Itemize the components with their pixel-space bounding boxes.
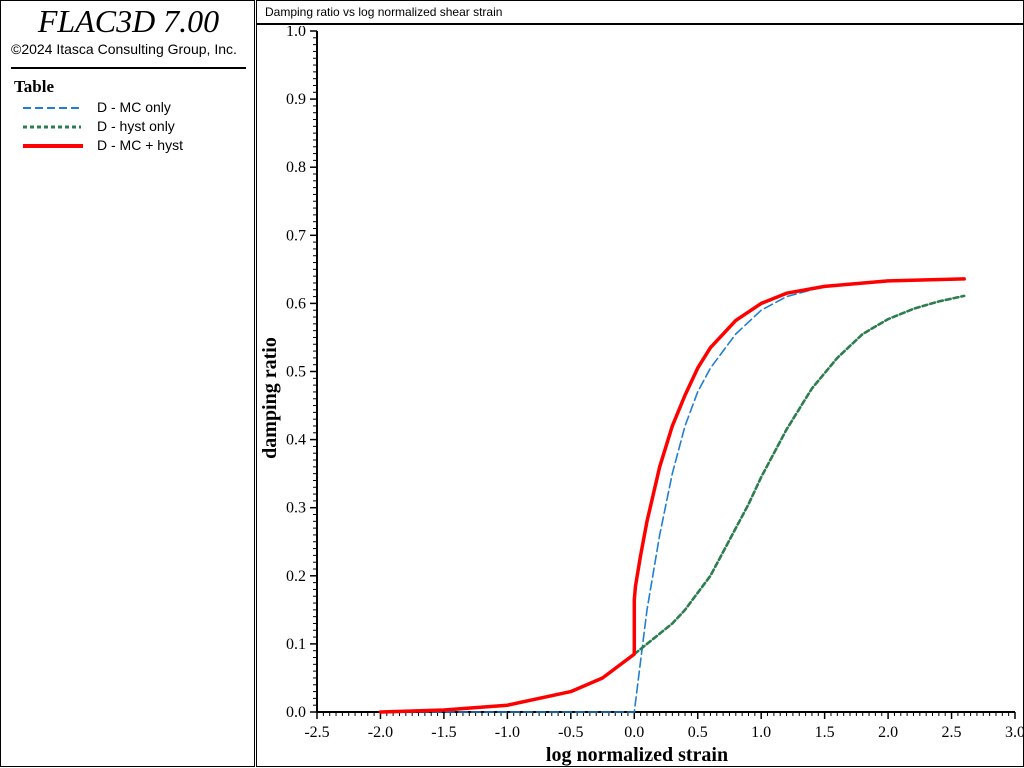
- y-tick-label: 0.6: [286, 295, 306, 312]
- legend-swatch-mc-only: [23, 107, 81, 109]
- y-axis-label: damping ratio: [259, 337, 281, 459]
- x-axis-label: log normalized strain: [546, 744, 728, 766]
- y-tick-label: 0.2: [286, 568, 306, 585]
- y-tick-label: 1.0: [286, 26, 306, 40]
- x-tick-label: 0.5: [688, 724, 708, 741]
- x-tick-label: -1.0: [495, 724, 520, 741]
- axes: 0.0 0.1 0.2 0.3 0.4 0.5 0.6 0.7 0.8 0.9 1.0 -2.5 -2.…: [286, 26, 1023, 741]
- x-tick-label: 0.0: [624, 724, 644, 741]
- y-tick-label: 0.9: [286, 91, 306, 108]
- x-tick-label: 1.5: [815, 724, 835, 741]
- series-line-0: [379, 278, 966, 713]
- x-tick-label: -2.5: [304, 724, 329, 741]
- legend-label: D - MC + hyst: [97, 137, 183, 153]
- series-line-1: [632, 294, 966, 656]
- legend-swatch-hyst-only: [23, 125, 81, 129]
- legend-label: D - hyst only: [97, 118, 175, 134]
- x-tick-label: -0.5: [558, 724, 583, 741]
- x-tick-label: -1.5: [431, 724, 456, 741]
- x-tick-label: -2.0: [368, 724, 393, 741]
- x-tick-label: 3.0: [1005, 724, 1023, 741]
- chart-title: Damping ratio vs log normalized shear st…: [265, 5, 503, 19]
- x-tick-label: 2.5: [942, 724, 962, 741]
- y-tick-label: 0.1: [286, 636, 306, 653]
- line-chart: 0.0 0.1 0.2 0.3 0.4 0.5 0.6 0.7 0.8 0.9 1.0 -2.5 -2.…: [259, 26, 1023, 766]
- app-title: FLAC3D 7.00: [37, 3, 220, 39]
- divider: [11, 67, 246, 69]
- x-tick-label: 1.0: [751, 724, 771, 741]
- y-tick-label: 0.7: [286, 227, 306, 244]
- legend-label: D - MC only: [97, 99, 171, 115]
- legend-title: Table: [14, 77, 55, 96]
- legend-swatch-mc-hyst: [23, 144, 83, 148]
- series-layer: [378, 277, 966, 714]
- chart-title-bar: Damping ratio vs log normalized shear st…: [256, 0, 1024, 25]
- copyright-text: ©2024 Itasca Consulting Group, Inc.: [11, 41, 237, 57]
- y-tick-label: 0.3: [286, 500, 306, 517]
- x-tick-label: 2.0: [878, 724, 898, 741]
- y-tick-label: 0.4: [286, 432, 306, 449]
- y-tick-label: 0.8: [286, 159, 306, 176]
- y-tick-label: 0.5: [286, 364, 306, 381]
- y-tick-label: 0.0: [286, 704, 306, 721]
- series-line-2: [378, 277, 966, 714]
- legend-panel: FLAC3D 7.00 ©2024 Itasca Consulting Grou…: [0, 0, 255, 767]
